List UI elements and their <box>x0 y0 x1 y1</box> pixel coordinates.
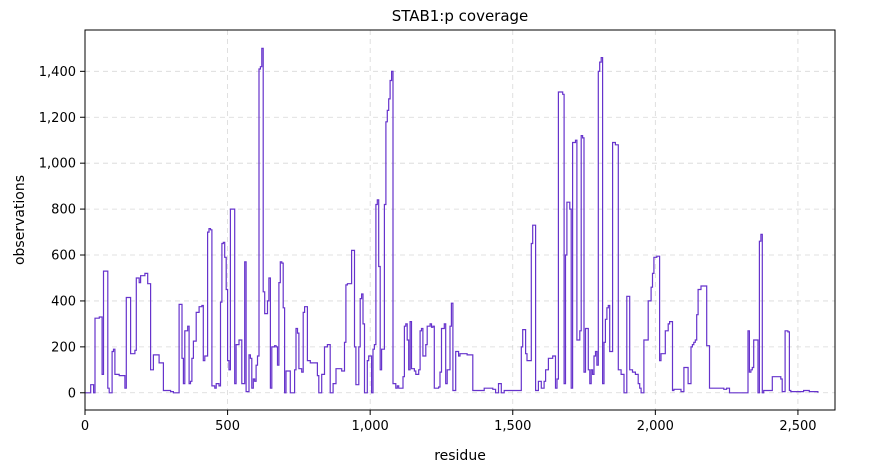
y-tick-label: 1,000 <box>39 157 76 172</box>
x-tick-label: 1,000 <box>352 419 389 434</box>
x-tick-label: 2,000 <box>637 419 674 434</box>
grid-lines <box>84 30 835 410</box>
x-tick-label: 500 <box>215 419 240 434</box>
plot-frame <box>84 29 836 411</box>
x-tick-label: 0 <box>81 419 89 434</box>
y-tick-label: 1,400 <box>39 65 76 80</box>
y-axis: 0 200 400 600 800 1,000 1,200 1,400 <box>39 65 85 401</box>
y-axis-label: observations <box>12 175 28 265</box>
x-tick-label: 1,500 <box>494 419 531 434</box>
y-tick-label: 600 <box>51 249 76 264</box>
coverage-line <box>85 47 819 394</box>
x-axis-label: residue <box>434 448 486 464</box>
y-tick-label: 0 <box>68 386 76 401</box>
y-tick-label: 200 <box>51 340 76 355</box>
y-tick-label: 1,200 <box>39 111 76 126</box>
x-axis: 0 500 1,000 1,500 2,000 2,500 <box>81 410 817 434</box>
chart-title: STAB1:p coverage <box>392 7 529 25</box>
y-tick-label: 800 <box>51 203 76 218</box>
x-tick-label: 2,500 <box>779 419 816 434</box>
y-tick-label: 400 <box>51 294 76 309</box>
